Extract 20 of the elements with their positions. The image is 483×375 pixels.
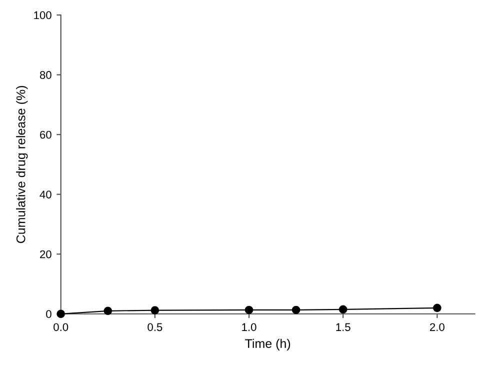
x-tick-label: 1.0	[242, 323, 256, 332]
point	[432, 304, 442, 312]
y-tick-label: 60	[40, 130, 52, 139]
y-tick-label: 100	[34, 11, 52, 20]
y-axis-title: Cumulative drug release (%)	[16, 86, 28, 243]
point	[150, 306, 160, 314]
x-tick-label: 0.0	[54, 323, 68, 332]
x-tick-label: 2.0	[430, 323, 444, 332]
x-tick-label: 0.5	[148, 323, 162, 332]
y-tick-label: 20	[40, 250, 52, 258]
x-axis-title: Time (h)	[245, 338, 290, 350]
point	[244, 306, 254, 314]
point	[56, 310, 66, 318]
y-tick-label: 80	[40, 71, 52, 79]
point	[292, 306, 300, 314]
point	[104, 306, 112, 316]
point	[338, 305, 348, 314]
y-tick-label: 0	[46, 310, 52, 318]
y-tick-label: 40	[40, 190, 52, 198]
x-tick-label: 1.5	[336, 323, 350, 332]
